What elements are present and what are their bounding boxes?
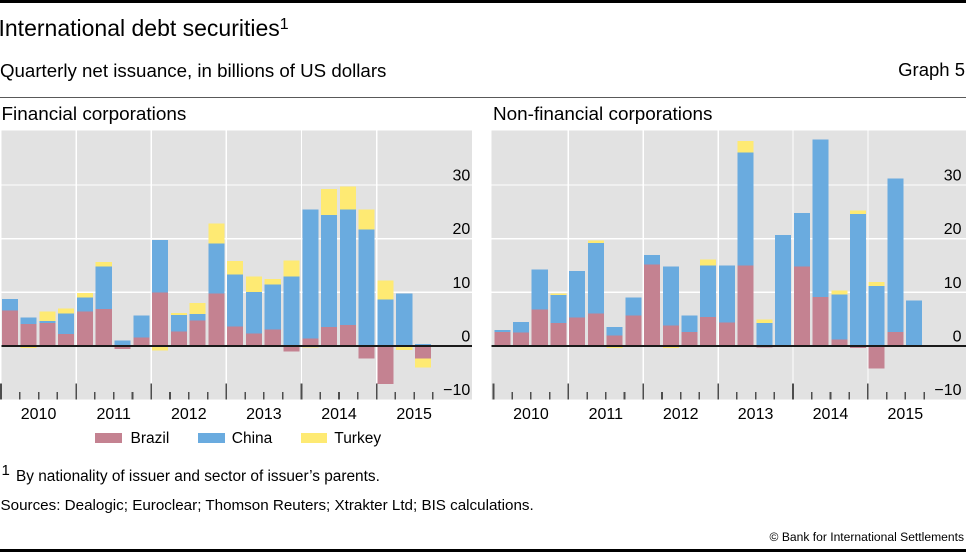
svg-text:0: 0 — [461, 328, 470, 345]
svg-text:20: 20 — [453, 221, 471, 238]
svg-text:2014: 2014 — [321, 406, 357, 423]
svg-text:2011: 2011 — [589, 406, 624, 423]
svg-text:30: 30 — [453, 167, 471, 184]
svg-text:−10: −10 — [443, 382, 470, 399]
svg-text:2015: 2015 — [396, 406, 432, 423]
svg-text:20: 20 — [944, 221, 962, 238]
svg-text:2011: 2011 — [96, 406, 131, 423]
svg-text:2015: 2015 — [888, 406, 924, 423]
svg-text:10: 10 — [453, 275, 471, 292]
svg-text:−10: −10 — [934, 382, 961, 399]
svg-text:10: 10 — [944, 275, 962, 292]
svg-text:2013: 2013 — [246, 406, 282, 423]
svg-text:0: 0 — [953, 328, 962, 345]
svg-text:2010: 2010 — [513, 406, 549, 423]
svg-text:2012: 2012 — [171, 406, 207, 423]
svg-text:2012: 2012 — [663, 406, 699, 423]
svg-text:2013: 2013 — [738, 406, 774, 423]
svg-text:2014: 2014 — [813, 406, 849, 423]
svg-text:2010: 2010 — [21, 406, 57, 423]
svg-text:30: 30 — [944, 167, 962, 184]
